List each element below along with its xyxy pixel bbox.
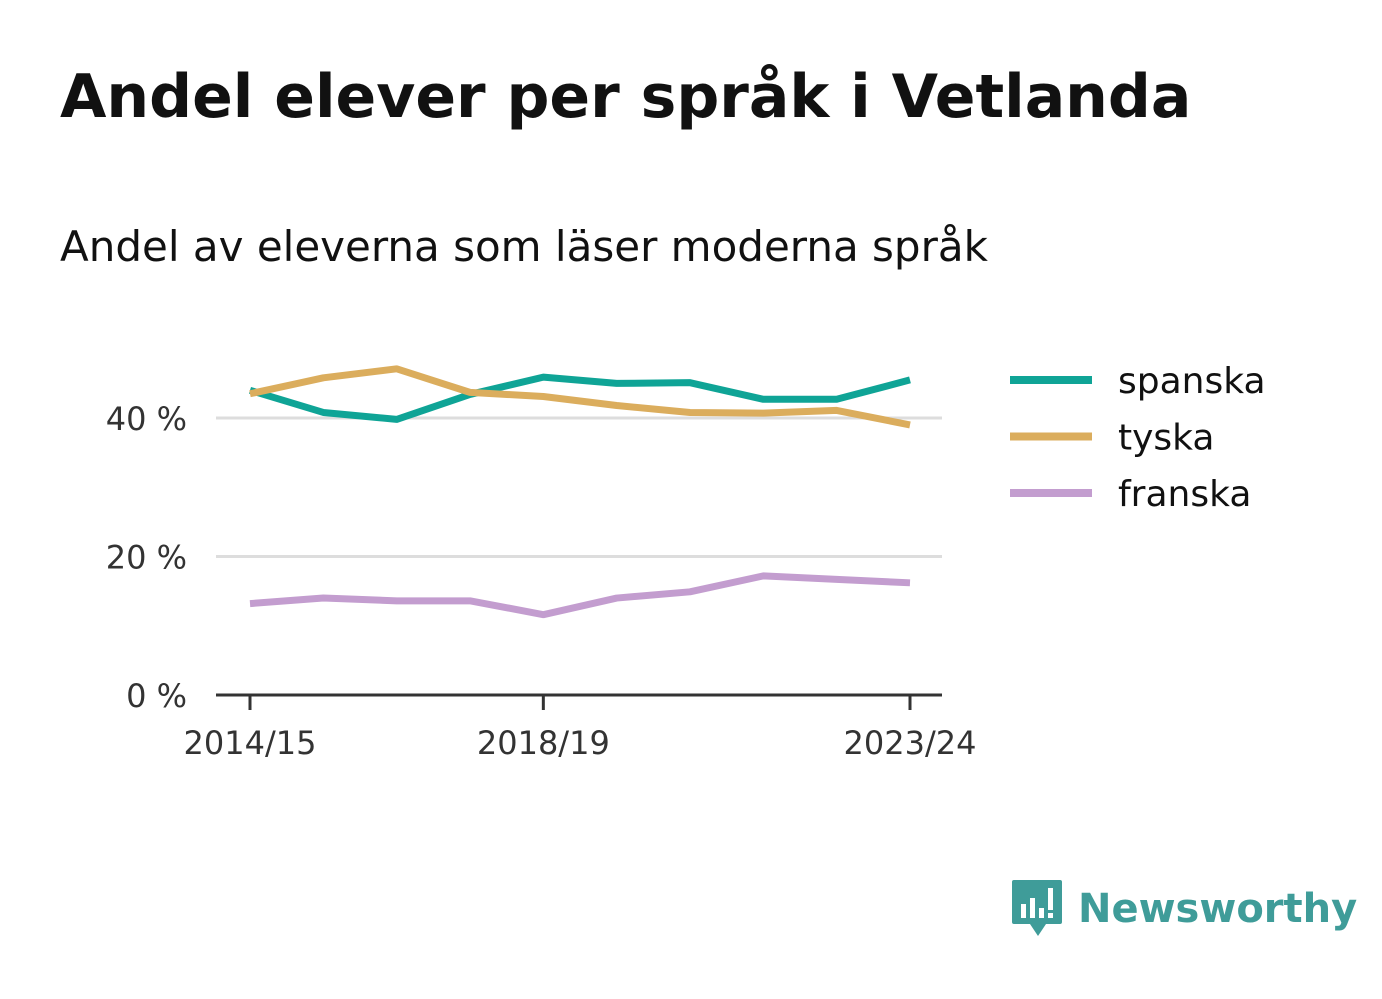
series-line-spanska <box>248 373 911 423</box>
x-tick-label: 2018/19 <box>477 724 610 762</box>
newsworthy-logo: Newsworthy <box>1010 878 1357 940</box>
legend-label-franska: franska <box>1118 474 1251 515</box>
newsworthy-logo-text: Newsworthy <box>1078 886 1358 932</box>
chart-title: Andel elever per språk i Vetlanda <box>60 62 1192 132</box>
series-line-franska <box>249 572 911 619</box>
series-line-tyska <box>249 365 911 429</box>
newsworthy-logo-icon <box>1012 880 1062 936</box>
y-tick-label: 40 % <box>106 400 187 438</box>
series-lines <box>248 365 911 619</box>
axes: 0 % 20 % 40 % 2014/15 2018/19 2023/24 <box>106 400 977 762</box>
grid-lines <box>216 416 942 558</box>
legend-label-spanska: spanska <box>1118 361 1266 402</box>
y-tick-label: 0 % <box>126 677 187 715</box>
x-tick-label: 2014/15 <box>184 724 317 762</box>
legend-label-tyska: tyska <box>1118 418 1214 459</box>
y-tick-label: 20 % <box>106 539 187 577</box>
legend: spanska tyska franska <box>1010 361 1266 515</box>
x-tick-label: 2023/24 <box>844 724 977 762</box>
chart-subtitle: Andel av eleverna som läser moderna språ… <box>60 222 988 271</box>
